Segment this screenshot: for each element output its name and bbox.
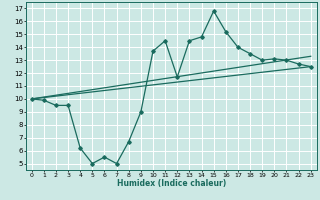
X-axis label: Humidex (Indice chaleur): Humidex (Indice chaleur) (116, 179, 226, 188)
